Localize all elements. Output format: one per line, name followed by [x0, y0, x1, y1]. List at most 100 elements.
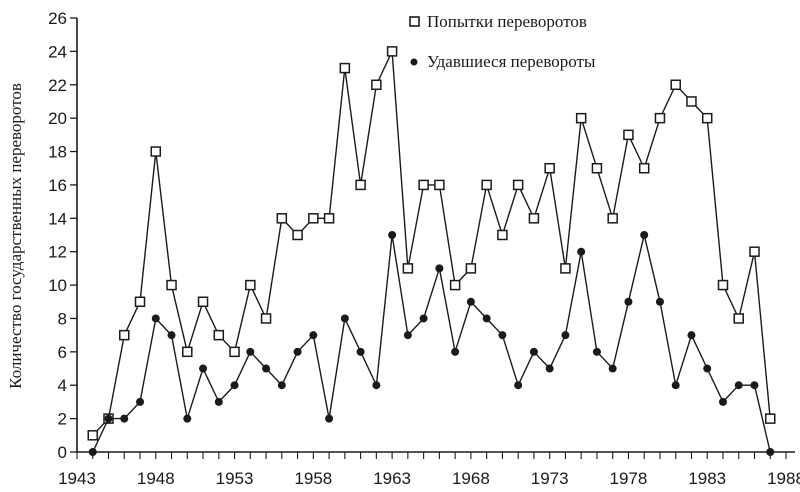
open-square-marker [150, 146, 162, 157]
open-square-marker [512, 179, 524, 191]
filled-circle-marker [640, 231, 649, 239]
x-tick-label: 1943 [58, 469, 96, 488]
filled-circle-marker [608, 364, 617, 373]
filled-circle-marker [167, 331, 176, 340]
filled-circle-marker [592, 347, 601, 356]
open-square-marker [623, 129, 634, 141]
plot-area [87, 46, 776, 456]
filled-circle-marker [230, 381, 239, 390]
filled-circle-marker [655, 297, 664, 306]
open-square-marker [323, 213, 335, 224]
open-square-marker [386, 46, 398, 57]
open-square-marker [591, 162, 603, 174]
open-square-marker [607, 213, 618, 224]
open-square-marker [355, 179, 366, 191]
series-line [92, 48, 771, 436]
legend-item-attempts: Попытки переворотов [409, 12, 587, 31]
filled-circle-marker [687, 331, 696, 340]
open-square-marker [764, 413, 776, 424]
legend: Попытки переворотов Удавшиеся перевороты [409, 12, 596, 71]
x-tick-label: 1958 [294, 469, 332, 488]
x-tick-label: 1963 [373, 469, 411, 488]
open-square-marker [229, 346, 240, 358]
y-tick-label: 24 [48, 42, 67, 61]
filled-circle-marker [372, 381, 381, 390]
open-square-marker [166, 279, 177, 291]
filled-circle-marker [340, 314, 349, 323]
open-square-marker [213, 329, 225, 341]
open-square-marker [134, 296, 146, 308]
filled-circle-marker [277, 381, 286, 390]
x-tick-label: 1988 [767, 469, 800, 488]
open-square-marker [465, 263, 477, 274]
filled-circle-marker [120, 414, 129, 423]
open-square-marker [575, 112, 587, 124]
x-tick-label: 1973 [531, 469, 569, 488]
open-square-marker [481, 179, 492, 191]
y-tick-label: 0 [58, 443, 67, 462]
filled-circle-marker [466, 297, 475, 306]
y-tick-label: 16 [48, 176, 67, 195]
y-tick-label: 26 [48, 9, 67, 28]
x-tick-label: 1968 [452, 469, 490, 488]
x-axis: 1943 1948 1953 1958 1963 1968 1973 1978 1983 1988 [58, 451, 800, 488]
series-successful [88, 231, 775, 456]
filled-circle-marker [561, 331, 570, 340]
open-square-marker [717, 279, 729, 291]
open-square-marker [638, 162, 650, 174]
filled-circle-marker [246, 347, 255, 356]
open-square-marker [402, 263, 414, 274]
filled-circle-marker [529, 347, 538, 356]
x-tick-label: 1953 [216, 469, 254, 488]
x-tick-label: 1978 [610, 469, 648, 488]
filled-circle-marker [419, 314, 428, 323]
open-square-marker [197, 296, 209, 308]
x-tick-label: 1948 [137, 469, 175, 488]
filled-circle-marker [214, 397, 223, 406]
legend-label-attempts: Попытки переворотов [427, 12, 587, 31]
filled-circle-marker [325, 414, 334, 423]
open-square-marker [308, 213, 319, 224]
open-square-marker [560, 263, 571, 274]
filled-circle-marker [88, 448, 97, 456]
filled-circle-marker [734, 381, 743, 390]
filled-circle-marker [514, 381, 523, 390]
open-square-marker [701, 112, 713, 124]
open-square-marker [119, 329, 130, 341]
y-tick-label: 4 [58, 376, 67, 395]
filled-circle-marker [356, 347, 365, 356]
open-square-marker [339, 62, 351, 74]
x-tick-label: 1983 [688, 469, 726, 488]
open-square-marker [292, 229, 303, 241]
open-square-marker [371, 79, 382, 91]
legend-label-successful: Удавшиеся перевороты [427, 52, 596, 71]
open-square-marker [276, 213, 288, 224]
open-square-marker [434, 179, 445, 191]
open-square-marker [670, 79, 681, 91]
filled-circle-marker [403, 331, 412, 340]
open-square-marker [749, 246, 760, 257]
open-square-marker [686, 96, 697, 107]
filled-circle-marker [624, 297, 633, 306]
filled-circle-marker [183, 414, 192, 423]
open-square-marker [528, 213, 540, 224]
y-tick-label: 12 [48, 243, 67, 262]
open-square-marker [260, 313, 272, 324]
y-tick-label: 10 [48, 276, 67, 295]
filled-circle-marker [482, 314, 491, 323]
y-tick-label: 8 [58, 309, 67, 328]
filled-circle-marker [750, 381, 759, 390]
filled-circle-marker [262, 364, 271, 373]
y-tick-label: 14 [48, 209, 67, 228]
y-tick-label: 22 [48, 76, 67, 95]
open-square-marker [497, 229, 508, 241]
y-tick-label: 6 [58, 343, 67, 362]
open-square-marker [654, 112, 666, 124]
filled-circle-icon [410, 58, 418, 66]
filled-circle-marker [718, 397, 727, 406]
open-square-marker [449, 279, 461, 291]
open-square-marker [182, 346, 193, 358]
filled-circle-marker [293, 347, 302, 356]
filled-circle-marker [388, 231, 397, 239]
